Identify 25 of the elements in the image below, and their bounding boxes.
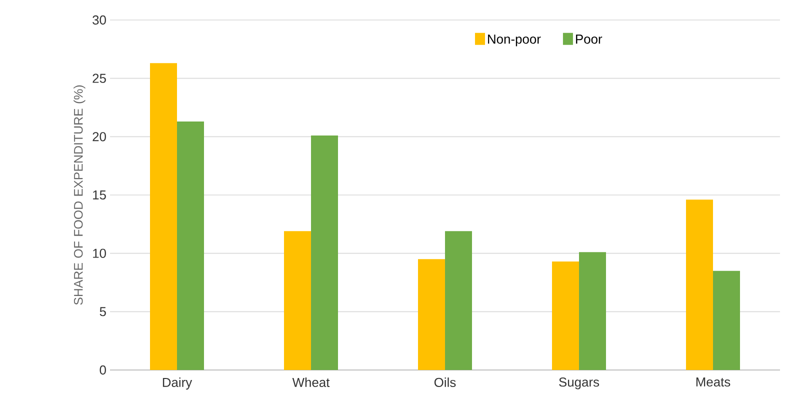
x-tick-label: Wheat [292,378,330,388]
bar [150,63,177,370]
x-tick-label: Meats [696,378,730,387]
bar [418,259,446,370]
bar [284,231,312,370]
y-tick-label: 5 [100,307,106,316]
y-tick-label: 25 [92,74,106,83]
x-tick-label: Dairy [162,378,192,390]
y-tick-label: 15 [93,190,106,200]
bar [579,252,606,370]
y-tick-label: 20 [92,132,106,142]
y-axis-title: SHARE OF FOOD EXPENDITURE (%) [74,85,86,305]
y-tick-label: 0 [100,365,106,375]
y-tick-label: 30 [92,15,106,25]
bar [686,200,714,370]
bar [311,135,338,370]
legend-label: Non-poor [488,34,541,46]
bar [445,231,472,370]
bar [177,121,204,370]
x-tick-label: Sugars [559,378,600,390]
bar [713,270,740,370]
x-tick-label: Oils [434,378,456,388]
legend-label: Poor [576,34,602,44]
y-tick-label: 10 [93,248,106,258]
bar [552,262,580,370]
